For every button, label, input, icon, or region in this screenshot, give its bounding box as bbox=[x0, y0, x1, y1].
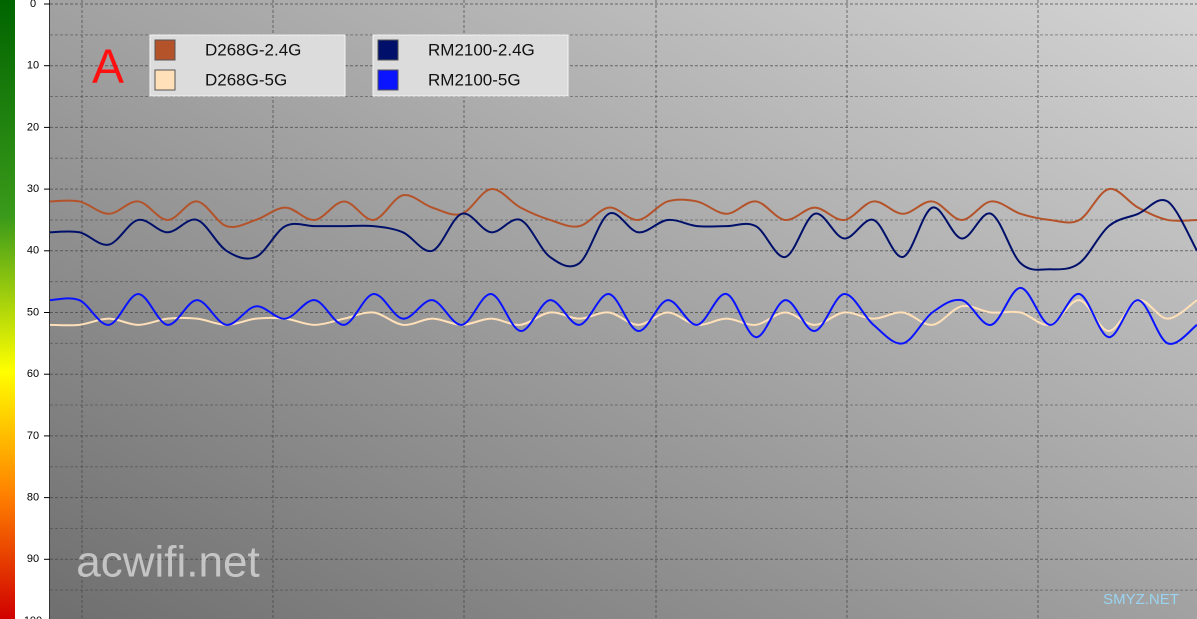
y-tick-label: 60 bbox=[27, 368, 39, 380]
legend-label: RM2100-2.4G bbox=[428, 40, 535, 59]
series-line bbox=[49, 286, 1197, 345]
watermark: SMYZ.NET bbox=[1103, 591, 1179, 608]
series-line bbox=[49, 199, 1197, 271]
y-tick-label: 80 bbox=[27, 492, 39, 504]
legend: D268G-2.4G D268G-5G RM2100-2.4G RM2100-5G bbox=[149, 34, 569, 97]
y-tick-label: 20 bbox=[27, 121, 39, 133]
signal-scale bbox=[0, 0, 15, 619]
y-tick-label: 90 bbox=[27, 553, 39, 565]
legend-swatch bbox=[154, 69, 176, 91]
legend-label: D268G-5G bbox=[205, 70, 287, 89]
series-line bbox=[49, 188, 1197, 228]
y-tick-label: 40 bbox=[27, 245, 39, 257]
legend-swatch bbox=[377, 39, 399, 61]
legend-label: D268G-2.4G bbox=[205, 40, 301, 59]
y-tick-label: 0 bbox=[30, 0, 36, 10]
y-tick-label: 70 bbox=[27, 430, 39, 442]
legend-label: RM2100-5G bbox=[428, 70, 521, 89]
y-tick-label: 100 bbox=[24, 615, 42, 619]
legend-box bbox=[149, 34, 346, 97]
y-tick-label: 50 bbox=[27, 306, 39, 318]
annotation: A bbox=[92, 41, 124, 94]
y-tick-label: 30 bbox=[27, 183, 39, 195]
legend-swatch bbox=[377, 69, 399, 91]
lines bbox=[49, 188, 1197, 345]
legend-box bbox=[372, 34, 569, 97]
series-line bbox=[49, 299, 1197, 333]
watermark: acwifi.net bbox=[76, 538, 259, 587]
legend-swatch bbox=[154, 39, 176, 61]
plot-area bbox=[50, 0, 1197, 619]
grid bbox=[50, 0, 1197, 619]
y-tick-label: 10 bbox=[27, 60, 39, 72]
